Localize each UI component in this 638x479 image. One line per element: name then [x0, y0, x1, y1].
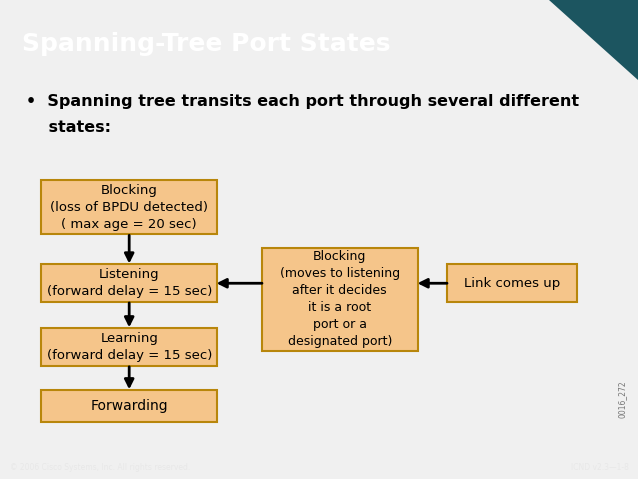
FancyBboxPatch shape [262, 248, 418, 351]
Text: Blocking
(loss of BPDU detected)
( max age = 20 sec): Blocking (loss of BPDU detected) ( max a… [50, 184, 208, 231]
Text: Learning
(forward delay = 15 sec): Learning (forward delay = 15 sec) [47, 332, 212, 362]
Text: ICND v2.3—1-8: ICND v2.3—1-8 [570, 463, 628, 472]
FancyBboxPatch shape [447, 264, 577, 302]
Polygon shape [549, 0, 638, 80]
FancyBboxPatch shape [41, 328, 217, 366]
Text: Spanning-Tree Port States: Spanning-Tree Port States [22, 32, 391, 56]
FancyBboxPatch shape [41, 180, 217, 234]
Text: Link comes up: Link comes up [464, 277, 560, 290]
Text: © 2006 Cisco Systems, Inc. All rights reserved.: © 2006 Cisco Systems, Inc. All rights re… [10, 463, 190, 472]
FancyBboxPatch shape [41, 390, 217, 422]
Text: 0016_272: 0016_272 [618, 381, 627, 419]
Text: Forwarding: Forwarding [91, 399, 168, 413]
Text: •  Spanning tree transits each port through several different: • Spanning tree transits each port throu… [26, 93, 579, 109]
Text: Listening
(forward delay = 15 sec): Listening (forward delay = 15 sec) [47, 268, 212, 298]
Text: Blocking
(moves to listening
after it decides
it is a root
port or a
designated : Blocking (moves to listening after it de… [279, 250, 400, 348]
FancyBboxPatch shape [41, 264, 217, 302]
Text: states:: states: [26, 120, 110, 135]
